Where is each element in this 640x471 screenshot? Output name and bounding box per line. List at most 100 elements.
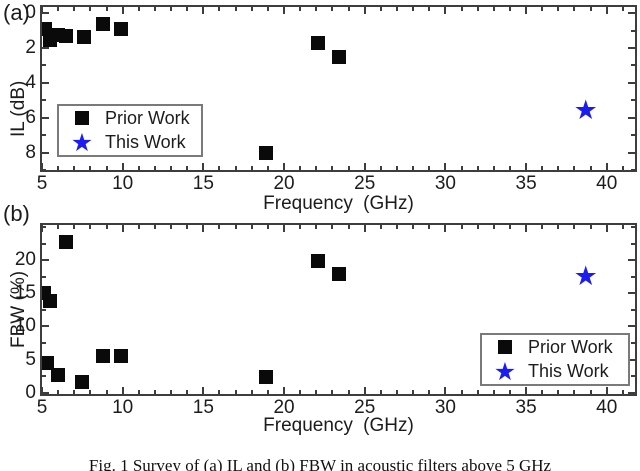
x-minor-tick [492,7,495,11]
x-tick-label: 35 [515,173,537,194]
y-tick-label: 4 [25,71,36,93]
x-tick-label: 15 [192,397,214,418]
y-minor-tick [631,225,635,228]
legend-row-prior-work: Prior Work [482,335,628,359]
x-minor-tick [412,390,415,394]
x-minor-tick [412,7,415,11]
legend-b: Prior Work ★ This Work [480,333,630,386]
y-major-tick [628,259,635,262]
x-minor-tick [395,390,398,394]
y-minor-tick [42,225,46,228]
prior-work-square-icon [75,111,89,126]
legend-prior-work-label: Prior Work [528,336,613,357]
x-minor-tick [395,7,398,11]
x-minor-tick [137,7,140,11]
x-minor-tick [73,390,76,394]
x-minor-tick [557,390,560,394]
x-minor-tick [218,390,221,394]
x-minor-tick [105,7,108,11]
y-major-tick [42,259,49,262]
prior-work-point [76,29,91,44]
x-minor-tick [460,7,463,11]
x-minor-tick [557,166,560,170]
y-minor-tick [631,169,635,170]
y-major-tick [628,12,635,15]
x-major-tick [202,7,205,14]
x-minor-tick [73,225,76,229]
x-minor-tick [299,166,302,170]
y-minor-tick [42,134,46,137]
this-work-point: ★ [573,95,598,126]
x-minor-tick [428,7,431,11]
x-minor-tick [105,390,108,394]
x-minor-tick [460,166,463,170]
x-major-tick [202,387,205,394]
x-minor-tick [428,390,431,394]
x-minor-tick [412,225,415,229]
prior-work-square-icon [498,340,512,355]
x-minor-tick [218,7,221,11]
x-minor-tick [460,225,463,229]
x-minor-tick [621,7,624,11]
x-minor-tick [89,166,92,170]
x-minor-tick [476,166,479,170]
x-minor-tick [250,166,253,170]
legend-row-prior-work: Prior Work [59,106,201,130]
x-minor-tick [331,7,334,11]
x-minor-tick [508,166,511,170]
x-tick-label: 5 [36,173,48,194]
prior-work-point [43,294,58,309]
y-minor-tick [631,29,635,32]
x-major-tick [605,163,608,170]
x-axis-label-a: Frequency (GHz) [263,193,414,214]
x-minor-tick [170,166,173,170]
x-minor-tick [492,390,495,394]
x-minor-tick [186,166,189,170]
x-major-tick [202,163,205,170]
this-work-star-icon: ★ [70,128,94,157]
x-minor-tick [299,7,302,11]
x-minor-tick [508,225,511,229]
x-minor-tick [315,7,318,11]
y-tick-label: 2 [25,36,36,58]
y-major-tick [628,116,635,119]
x-major-tick [444,163,447,170]
y-minor-tick [631,134,635,137]
y-tick-label: 0 [25,2,36,24]
y-major-tick [42,116,49,119]
x-minor-tick [299,225,302,229]
y-major-tick [42,151,49,154]
x-minor-tick [186,390,189,394]
prior-work-point [42,355,54,370]
y-minor-tick [631,275,635,278]
x-minor-tick [331,166,334,170]
prior-work-point [114,348,129,363]
x-minor-tick [315,390,318,394]
x-minor-tick [508,390,511,394]
x-minor-tick [428,166,431,170]
x-minor-tick [395,166,398,170]
x-minor-tick [153,390,156,394]
x-major-tick [363,387,366,394]
x-minor-tick [621,166,624,170]
x-minor-tick [153,7,156,11]
x-minor-tick [557,7,560,11]
x-minor-tick [621,390,624,394]
y-minor-tick [42,308,46,311]
x-minor-tick [250,390,253,394]
x-major-tick [121,225,124,232]
y-minor-tick [42,242,46,245]
x-major-tick [605,387,608,394]
x-minor-tick [557,225,560,229]
x-minor-tick [347,390,350,394]
x-minor-tick [589,390,592,394]
x-minor-tick [57,225,60,229]
prior-work-point [51,368,66,383]
this-work-star-icon: ★ [493,357,517,386]
x-tick-label: 10 [112,173,134,194]
x-minor-tick [573,225,576,229]
x-major-tick [42,225,43,232]
prior-work-point [42,21,53,36]
this-work-point: ★ [573,261,598,292]
x-minor-tick [234,7,237,11]
